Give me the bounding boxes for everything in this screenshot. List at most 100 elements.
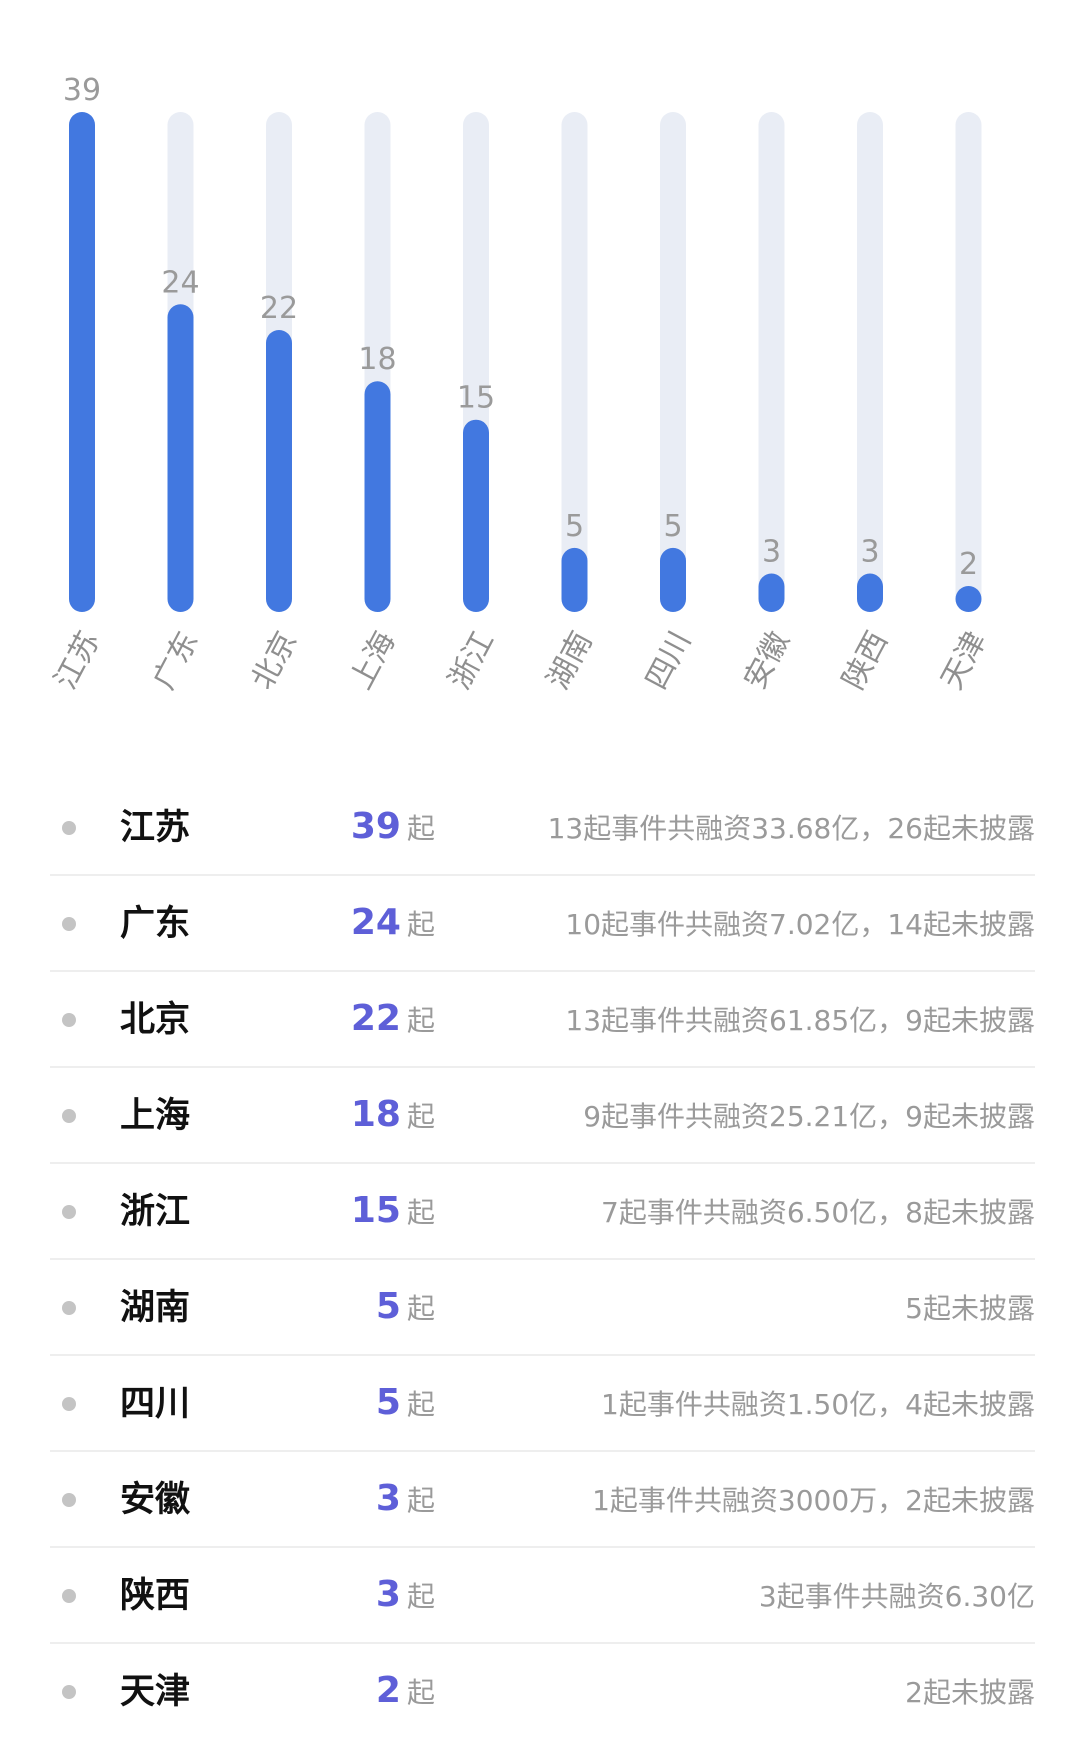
bar-track [857,112,883,612]
category-label: 天津 [935,626,994,695]
event-count-unit: 起 [406,1580,435,1613]
bar-track [561,112,588,612]
event-count: 18 起 [351,1092,435,1144]
bar [955,586,982,612]
bar [364,381,391,612]
bullet-dot-icon [62,1493,76,1507]
province-name: 天津 [120,1672,191,1712]
event-count-unit: 起 [406,1004,435,1037]
list-item: 陕西 3 起 3起事件共融资6.30亿 [50,1548,1035,1644]
list-item: 浙江 15 起 7起事件共融资6.50亿，8起未披露 [50,1164,1035,1260]
funding-note: 2起未披露 [905,1676,1035,1709]
bar-value-label: 22 [260,291,298,326]
bar-value-label: 3 [762,535,781,570]
event-count-unit: 起 [406,908,435,941]
province-name: 江苏 [120,808,191,848]
province-name: 陕西 [120,1576,191,1616]
funding-note: 1起事件共融资3000万，2起未披露 [592,1484,1035,1517]
event-count-unit: 起 [406,1100,435,1133]
bullet-dot-icon [62,1109,76,1123]
bar-value-label: 5 [565,509,584,544]
bullet-dot-icon [62,1301,76,1315]
category-label: 湖南 [541,626,600,695]
list-item: 北京 22 起 13起事件共融资61.85亿，9起未披露 [50,972,1035,1068]
category-label: 江苏 [48,626,107,695]
event-count-value: 24 [350,902,401,943]
event-count-value: 5 [375,1382,401,1423]
bar-track [758,112,785,612]
category-label: 上海 [344,626,403,695]
category-label: 北京 [245,626,304,695]
funding-note: 1起事件共融资1.50亿，4起未披露 [601,1388,1035,1421]
bar-value-label: 18 [358,342,396,377]
funding-note: 13起事件共融资61.85亿，9起未披露 [565,1004,1035,1037]
bar [660,547,686,612]
bar-chart: 39 江苏 24 广东 22 北京 18 上海 15 浙江 5 湖南 5 四川 3 安徽 3 陕西 2 天津 [48,73,994,695]
bar-value-label: 2 [959,547,978,582]
province-name: 湖南 [120,1288,191,1328]
event-count-value: 3 [375,1478,401,1519]
event-count: 39 起 [351,804,435,856]
category-label: 安徽 [738,626,797,695]
event-count-value: 22 [350,998,401,1039]
event-count-unit: 起 [406,1292,435,1325]
event-count: 15 起 [351,1188,435,1240]
bullet-dot-icon [62,1205,76,1219]
event-count-value: 2 [375,1670,401,1711]
province-name: 广东 [120,904,191,944]
funding-note: 10起事件共融资7.02亿，14起未披露 [565,908,1035,941]
bar-value-label: 39 [63,73,101,108]
bar-value-label: 3 [860,535,879,570]
bar [857,573,883,612]
bullet-dot-icon [62,1397,76,1411]
list-item: 四川 5 起 1起事件共融资1.50亿，4起未披露 [50,1356,1035,1452]
category-label: 四川 [639,626,698,695]
funding-note: 13起事件共融资33.68亿，26起未披露 [547,812,1035,845]
list-item: 天津 2 起 2起未披露 [50,1644,1035,1740]
funding-note: 5起未披露 [905,1292,1035,1325]
province-name: 上海 [120,1096,191,1136]
bar-track [660,112,686,612]
funding-note: 7起事件共融资6.50亿，8起未披露 [601,1196,1035,1229]
list-item: 江苏 39 起 13起事件共融资33.68亿，26起未披露 [50,780,1035,876]
category-label: 广东 [147,626,206,695]
event-count-value: 39 [350,806,401,847]
event-count-value: 5 [375,1286,401,1327]
funding-note: 9起事件共融资25.21亿，9起未披露 [583,1100,1035,1133]
bar [561,547,588,612]
event-count: 24 起 [351,900,435,952]
bar [758,573,785,612]
bullet-dot-icon [62,1685,76,1699]
event-count-value: 3 [375,1574,401,1615]
category-label: 陕西 [836,626,895,695]
event-count-unit: 起 [406,1388,435,1421]
funding-note: 3起事件共融资6.30亿 [758,1580,1035,1613]
bar-value-label: 24 [161,265,199,300]
bar-value-label: 5 [663,509,682,544]
bar [167,304,194,612]
event-count-unit: 起 [406,1484,435,1517]
bar [463,419,489,612]
bullet-dot-icon [62,1589,76,1603]
bullet-dot-icon [62,1013,76,1027]
bullet-dot-icon [62,821,76,835]
event-count-unit: 起 [406,1676,435,1709]
list-item: 广东 24 起 10起事件共融资7.02亿，14起未披露 [50,876,1035,972]
province-name: 浙江 [120,1192,191,1232]
event-count-unit: 起 [406,812,435,845]
province-name: 安徽 [120,1480,191,1520]
event-count-value: 18 [350,1094,401,1135]
province-list: 江苏 39 起 13起事件共融资33.68亿，26起未披露 广东 24 起 10起事件共融资7… [50,780,1035,1740]
list-item: 上海 18 起 9起事件共融资25.21亿，9起未披露 [50,1068,1035,1164]
province-name: 四川 [120,1384,191,1424]
bar [69,112,95,612]
bar [266,329,292,612]
bar-track [955,112,982,612]
province-name: 北京 [120,1000,191,1040]
event-count-unit: 起 [406,1196,435,1229]
